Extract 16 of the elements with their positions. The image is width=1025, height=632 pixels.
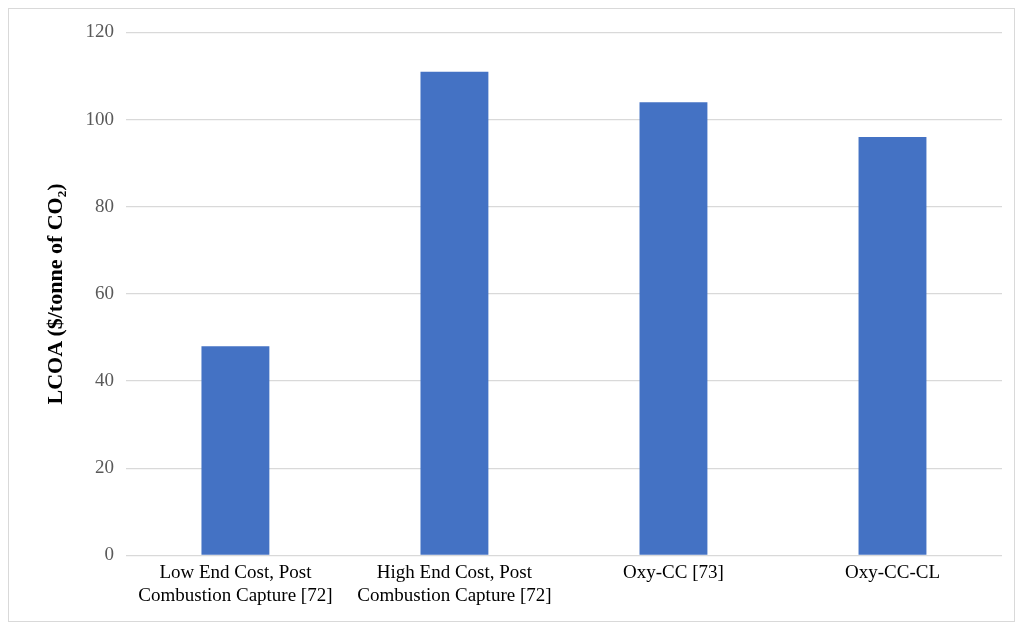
y-tick-label: 60 [94,281,114,303]
y-tick-label: 80 [94,194,114,216]
y-tick-label: 120 [85,20,114,42]
x-tick-label: High End Cost, Post Combustion Capture [72] [357,560,552,605]
x-tick-label: Low End Cost, Post Combustion Capture [72] [138,560,333,605]
y-tick-label: 40 [94,369,114,391]
bar [858,137,927,555]
y-tick-label: 100 [85,107,114,129]
x-tick-label: Oxy-CC-CL [844,560,940,582]
y-tick-label: 20 [94,456,114,478]
y-tick-label: 0 [104,543,114,565]
x-tick-label: Oxy-CC [73] [623,560,724,582]
y-axis-title: LCOA ($/tonne of CO₂) [41,183,67,405]
bar [201,346,270,555]
bar [639,102,708,555]
bar [420,71,489,555]
